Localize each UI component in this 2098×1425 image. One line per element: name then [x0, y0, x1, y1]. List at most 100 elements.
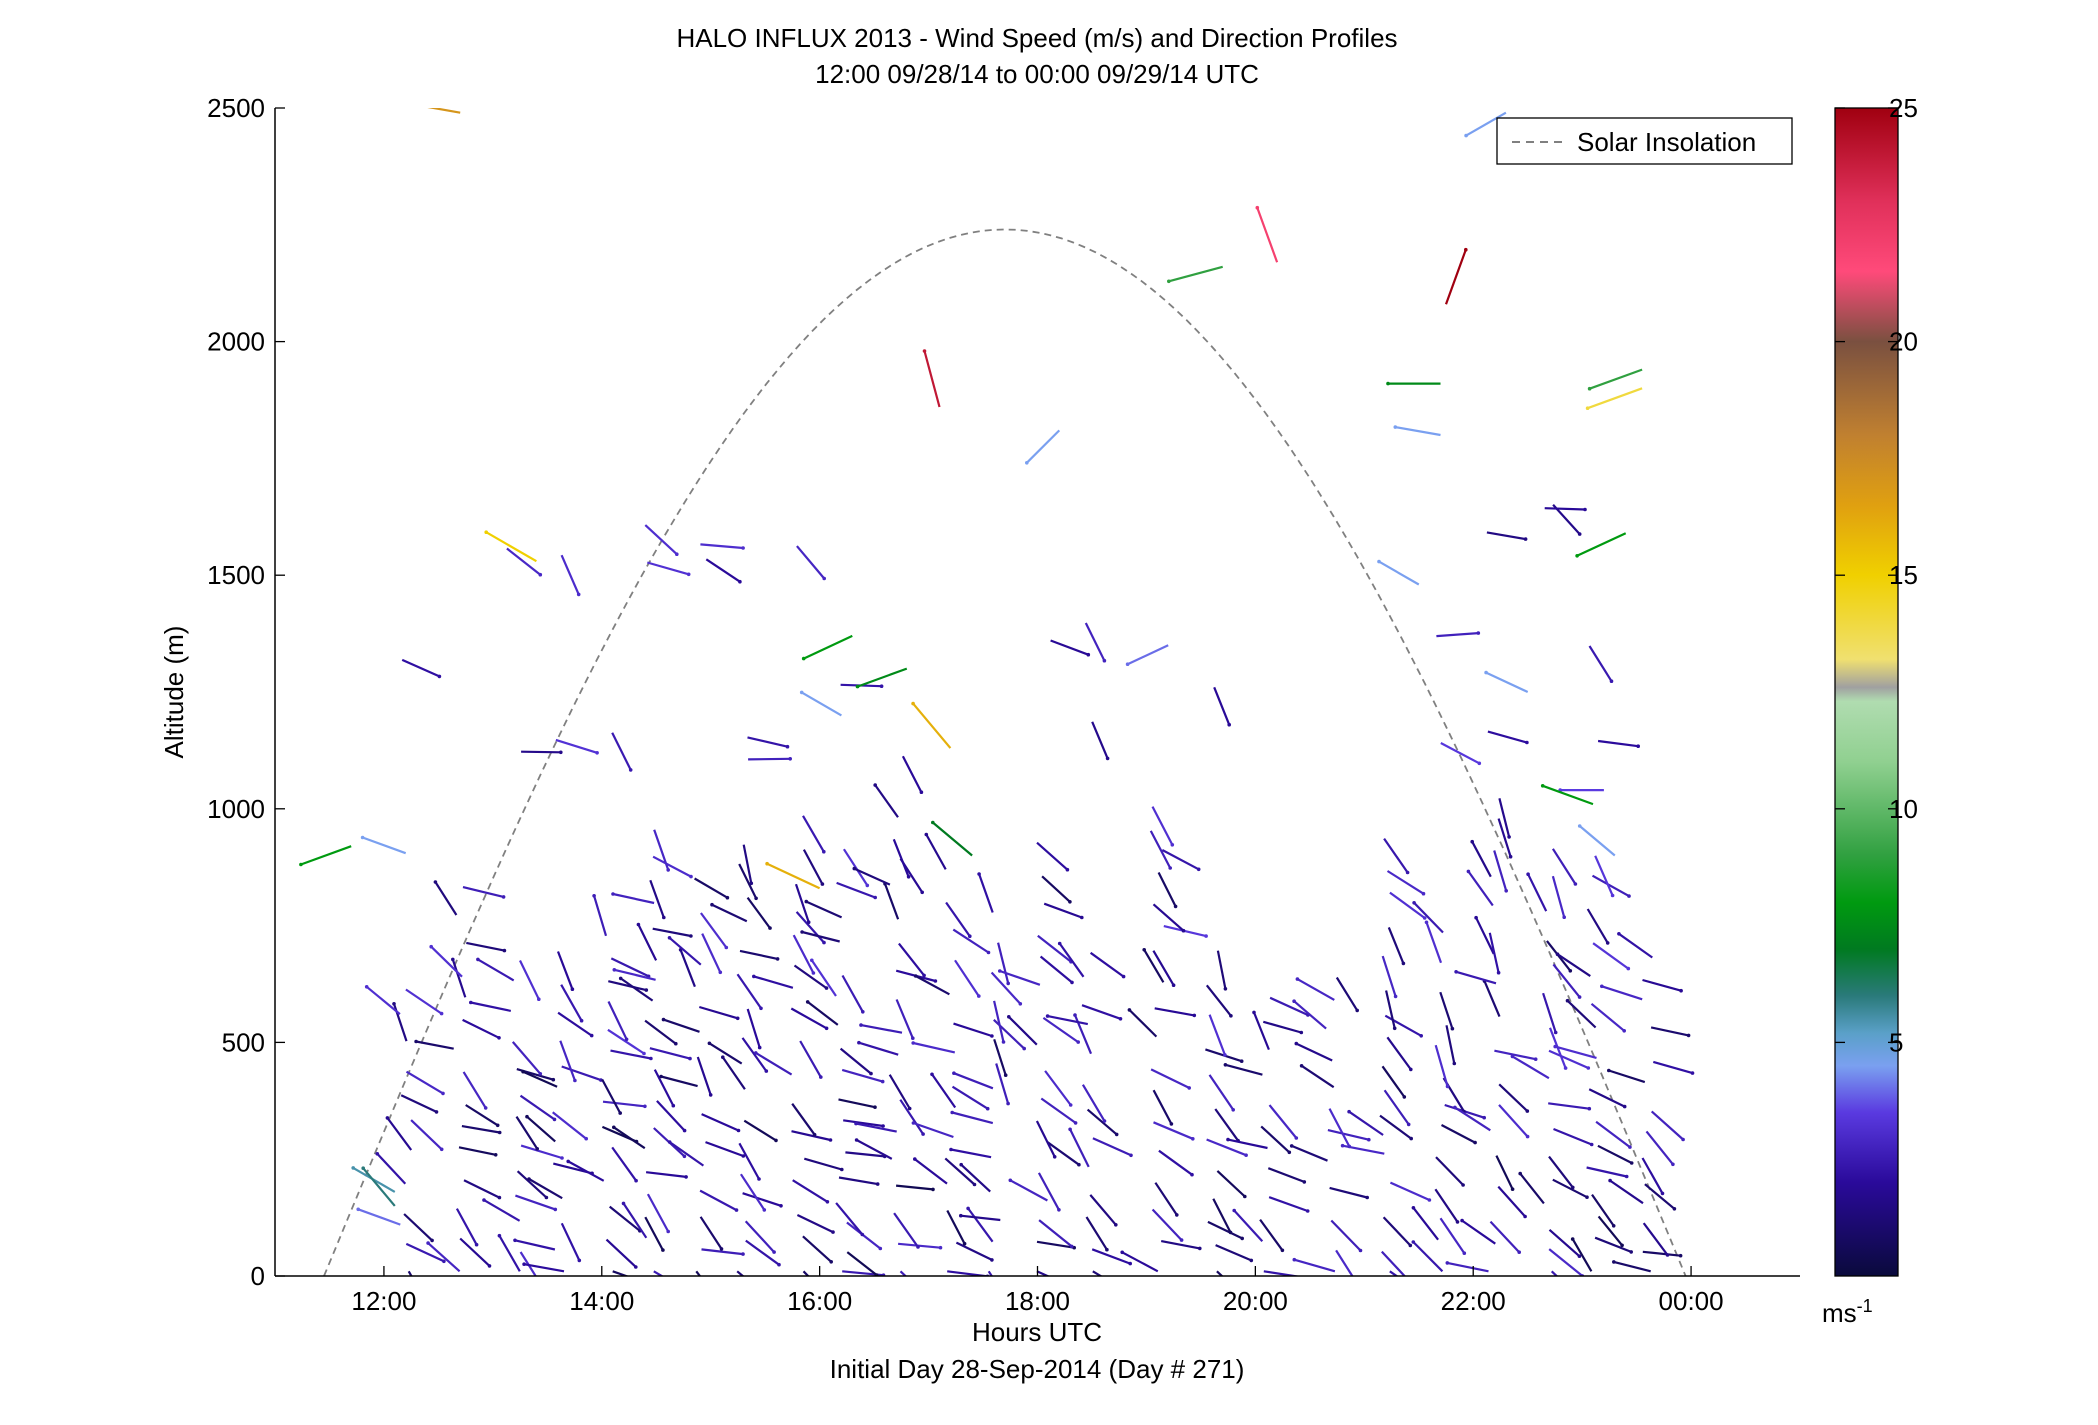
wind-barb-tip	[612, 1125, 616, 1130]
wind-barb-tip	[1627, 894, 1631, 898]
wind-barb	[950, 1148, 992, 1159]
wind-barb-tip	[643, 1104, 647, 1109]
wind-barb-tip	[1007, 1015, 1011, 1019]
wind-barb-tip	[686, 572, 691, 577]
wind-barb	[946, 1209, 966, 1245]
wind-barb-tip	[584, 1136, 588, 1141]
wind-barb-tip	[441, 1091, 445, 1096]
wind-barb-tip	[977, 872, 981, 876]
wind-barb	[1445, 1025, 1456, 1064]
wind-barb-tip	[1690, 1071, 1695, 1075]
wind-barb	[462, 886, 504, 898]
wind-barb-tip	[1629, 1161, 1634, 1165]
wind-barb	[736, 973, 762, 1009]
wind-barb-tip	[1239, 1059, 1244, 1063]
wind-barb-tip	[401, 101, 405, 105]
wind-barb-tip	[1409, 1281, 1413, 1285]
wind-barb-tip	[1076, 1040, 1080, 1044]
wind-barb-tip	[559, 750, 563, 755]
wind-barb	[1329, 1186, 1368, 1199]
x-tick-label: 18:00	[1005, 1286, 1070, 1316]
wind-barb-tip	[684, 1175, 688, 1179]
wind-barb	[801, 691, 842, 717]
wind-barb	[1256, 207, 1279, 263]
wind-barb-tip	[1671, 1162, 1675, 1167]
wind-barb	[913, 1121, 954, 1139]
wind-barb-tip	[482, 1198, 486, 1202]
wind-barb	[993, 1000, 1005, 1043]
wind-barb-tip	[1280, 1248, 1285, 1253]
wind-barb-tip	[1057, 941, 1062, 946]
wind-barb	[978, 873, 994, 913]
wind-barb	[960, 1214, 1001, 1222]
wind-barb-tip	[1484, 670, 1488, 675]
wind-barb-tip	[1170, 843, 1175, 847]
wind-barb-tip	[907, 1106, 912, 1111]
wind-barb-tip	[634, 1265, 638, 1269]
wind-barb-tip	[752, 974, 756, 979]
wind-barb-tip	[618, 976, 623, 981]
x-axis-label: Hours UTC	[972, 1317, 1102, 1347]
wind-barb	[1153, 1121, 1194, 1140]
wind-barb	[838, 1176, 878, 1186]
wind-barb	[560, 554, 580, 595]
wind-barb	[838, 1098, 876, 1109]
wind-barb-tip	[430, 1238, 434, 1243]
wind-barb	[1444, 249, 1467, 305]
wind-barb	[434, 881, 458, 916]
wind-barb	[1152, 950, 1175, 986]
wind-barb-tip	[1628, 1145, 1632, 1149]
wind-barb-tip	[986, 950, 991, 955]
wind-barb-tip	[911, 701, 915, 706]
wind-barb-tip	[725, 895, 730, 900]
wind-barb	[951, 1111, 994, 1125]
wind-barb-tip	[1575, 554, 1579, 558]
wind-barb	[610, 957, 650, 978]
wind-barb-tip	[628, 768, 633, 772]
wind-barb	[839, 1047, 872, 1075]
wind-barb	[610, 1049, 652, 1060]
wind-barb-tip	[1445, 1261, 1450, 1265]
legend-label-solar-insolation: Solar Insolation	[1577, 127, 1756, 157]
wind-barb-tip	[1600, 984, 1604, 989]
wind-barb	[1389, 891, 1426, 919]
wind-barb	[1035, 1120, 1056, 1158]
wind-barb	[1233, 1209, 1264, 1242]
wind-barb	[1548, 1228, 1581, 1258]
wind-barb	[637, 924, 658, 961]
wind-barb	[1040, 1097, 1077, 1124]
wind-barb-tip	[1510, 1187, 1515, 1191]
wind-barb-tip	[1580, 1298, 1584, 1302]
wind-barb	[1086, 1108, 1118, 1136]
wind-barb	[552, 1111, 587, 1140]
wind-barb	[1227, 1138, 1268, 1150]
wind-barb-tip	[1562, 915, 1566, 919]
wind-barb	[1495, 1155, 1514, 1190]
wind-barb	[622, 1202, 648, 1239]
wind-barb	[567, 1160, 605, 1182]
wind-barb	[556, 951, 574, 990]
wind-barb	[663, 1018, 700, 1033]
wind-barb	[1383, 1089, 1410, 1126]
wind-barb-tip	[859, 1023, 863, 1027]
wind-barb-tip	[592, 894, 596, 898]
wind-barb	[1269, 996, 1309, 1017]
wind-barb	[523, 1263, 565, 1273]
wind-barb	[405, 988, 443, 1015]
wind-barb-tip	[759, 1006, 763, 1011]
wind-barb	[1487, 730, 1528, 744]
wind-barb-tip	[831, 1230, 835, 1234]
wind-barb	[405, 1070, 444, 1095]
wind-barb-tip	[1422, 1293, 1426, 1297]
wind-barbs	[299, 101, 1695, 1302]
colorbar-unit-exponent: -1	[1857, 1296, 1873, 1316]
wind-barb	[1552, 963, 1581, 998]
wind-barb-tip	[535, 1147, 539, 1151]
wind-barb	[1413, 902, 1444, 934]
wind-barb	[1216, 950, 1227, 990]
y-tick-label: 1500	[207, 560, 265, 590]
wind-barb-tip	[544, 1195, 549, 1200]
wind-barb-tip	[1476, 631, 1481, 635]
chart-title: HALO INFLUX 2013 - Wind Speed (m/s) and …	[676, 23, 1397, 53]
wind-barb-tip	[840, 1167, 844, 1172]
